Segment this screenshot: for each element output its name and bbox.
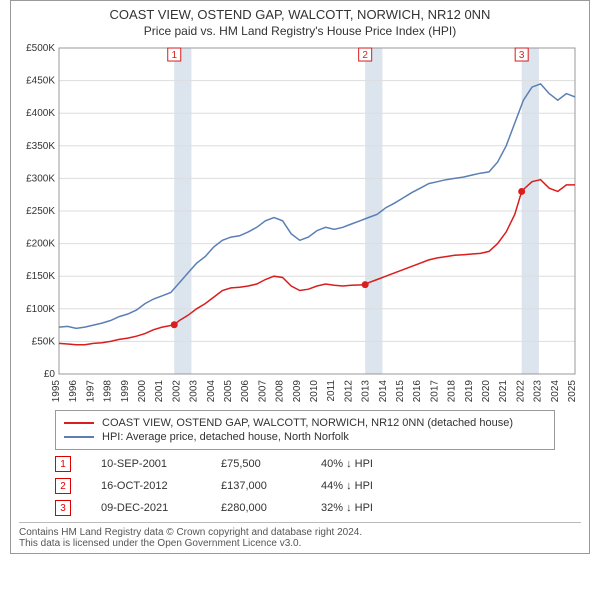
svg-text:2002: 2002 [171,380,182,403]
svg-text:£0: £0 [44,369,56,380]
svg-text:2025: 2025 [567,380,578,403]
svg-text:£50K: £50K [32,336,56,347]
chart-card: COAST VIEW, OSTEND GAP, WALCOTT, NORWICH… [10,0,590,554]
sale-date-1: 10-SEP-2001 [101,458,191,470]
svg-text:2022: 2022 [515,380,526,403]
svg-text:2005: 2005 [223,380,234,403]
svg-text:£100K: £100K [26,304,55,315]
svg-text:2013: 2013 [361,380,372,403]
sale-price-1: £75,500 [221,458,291,470]
svg-text:2011: 2011 [326,380,337,402]
sale-date-2: 16-OCT-2012 [101,480,191,492]
footnote: Contains HM Land Registry data © Crown c… [19,522,581,549]
svg-text:£350K: £350K [26,141,55,152]
svg-text:£300K: £300K [26,173,55,184]
sale-date-3: 09-DEC-2021 [101,502,191,514]
sale-price-3: £280,000 [221,502,291,514]
svg-text:2015: 2015 [395,380,406,403]
legend-swatch-property [64,422,94,424]
svg-text:2: 2 [362,50,368,61]
svg-text:2012: 2012 [343,380,354,403]
legend-label-property: COAST VIEW, OSTEND GAP, WALCOTT, NORWICH… [102,417,513,429]
svg-text:1996: 1996 [68,380,79,403]
svg-text:2010: 2010 [309,380,320,403]
sale-delta-3: 32% ↓ HPI [321,502,411,514]
sale-delta-1: 40% ↓ HPI [321,458,411,470]
sale-row-1: 1 10-SEP-2001 £75,500 40% ↓ HPI [55,456,581,472]
sale-row-3: 3 09-DEC-2021 £280,000 32% ↓ HPI [55,500,581,516]
sale-price-2: £137,000 [221,480,291,492]
svg-text:2020: 2020 [481,380,492,403]
sale-delta-2: 44% ↓ HPI [321,480,411,492]
sale-row-2: 2 16-OCT-2012 £137,000 44% ↓ HPI [55,478,581,494]
sales-table: 1 10-SEP-2001 £75,500 40% ↓ HPI 2 16-OCT… [55,456,581,516]
svg-text:2008: 2008 [275,380,286,403]
svg-text:2018: 2018 [447,380,458,403]
svg-text:2024: 2024 [550,380,561,403]
svg-text:£250K: £250K [26,206,55,217]
svg-text:1995: 1995 [51,380,62,403]
svg-text:2019: 2019 [464,380,475,403]
legend-box: COAST VIEW, OSTEND GAP, WALCOTT, NORWICH… [55,410,555,450]
svg-text:2017: 2017 [429,380,440,403]
legend-label-hpi: HPI: Average price, detached house, Nort… [102,431,349,443]
svg-text:2000: 2000 [137,380,148,403]
title-subtitle: Price paid vs. HM Land Registry's House … [15,24,585,38]
chart-area: £0 £50K £100K £150K £200K £250K £300K £350K £400… [19,44,579,404]
sale-badge-3: 3 [55,500,71,516]
svg-text:3: 3 [519,50,525,61]
legend-row-property: COAST VIEW, OSTEND GAP, WALCOTT, NORWICH… [64,417,546,429]
svg-text:2023: 2023 [533,380,544,403]
title-block: COAST VIEW, OSTEND GAP, WALCOTT, NORWICH… [15,7,585,38]
sale-badge-2: 2 [55,478,71,494]
chart-svg: £0 £50K £100K £150K £200K £250K £300K £350K £400… [19,44,579,404]
svg-text:1: 1 [171,50,177,61]
footnote-line-1: Contains HM Land Registry data © Crown c… [19,527,581,538]
svg-text:2009: 2009 [292,380,303,403]
svg-text:2003: 2003 [189,380,200,403]
svg-text:2006: 2006 [240,380,251,403]
svg-text:2007: 2007 [257,380,268,403]
svg-text:£400K: £400K [26,108,55,119]
svg-text:£450K: £450K [26,76,55,87]
footnote-line-2: This data is licensed under the Open Gov… [19,538,581,549]
svg-text:2004: 2004 [206,380,217,403]
svg-text:2021: 2021 [498,380,509,403]
svg-text:2016: 2016 [412,380,423,403]
svg-text:2014: 2014 [378,380,389,403]
svg-text:£500K: £500K [26,44,55,54]
svg-text:1997: 1997 [85,380,96,403]
svg-text:2001: 2001 [154,380,165,403]
svg-text:£200K: £200K [26,239,55,250]
svg-text:1998: 1998 [103,380,114,403]
sale-badge-1: 1 [55,456,71,472]
svg-text:1999: 1999 [120,380,131,403]
title-address: COAST VIEW, OSTEND GAP, WALCOTT, NORWICH… [15,7,585,22]
svg-text:£150K: £150K [26,271,55,282]
legend-row-hpi: HPI: Average price, detached house, Nort… [64,431,546,443]
legend-swatch-hpi [64,436,94,438]
